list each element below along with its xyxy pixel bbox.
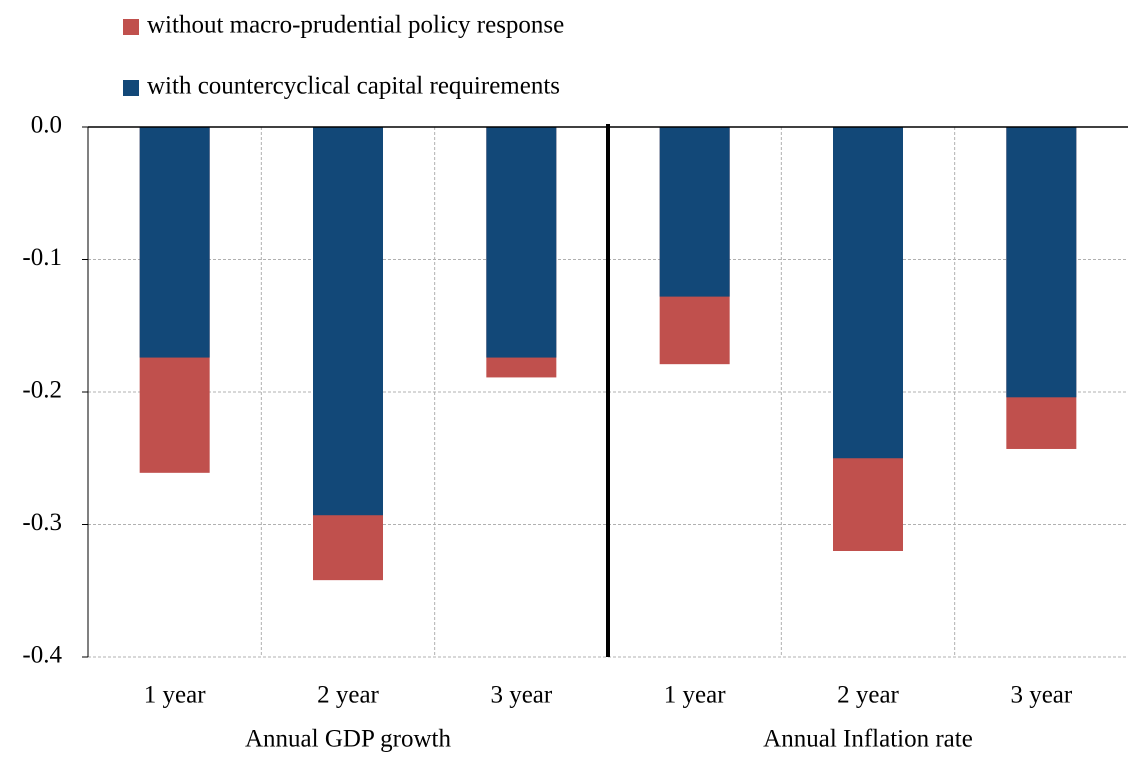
bar <box>833 127 903 459</box>
x-tick-label: 3 year <box>1010 682 1072 709</box>
legend-swatch <box>123 80 139 96</box>
legend-label: without macro-prudential policy response <box>147 12 564 39</box>
group-label: Annual GDP growth <box>245 726 452 753</box>
bar <box>139 127 210 358</box>
x-tick-label: 2 year <box>317 682 379 709</box>
y-tick-label: -0.1 <box>22 244 62 271</box>
bar <box>1006 127 1077 398</box>
group-label: Annual Inflation rate <box>763 726 973 753</box>
y-tick-label: -0.3 <box>22 509 62 536</box>
y-tick-label: -0.4 <box>22 642 62 669</box>
legend-swatch <box>123 19 139 35</box>
y-tick-label: 0.0 <box>31 112 62 139</box>
x-tick-label: 3 year <box>490 682 552 709</box>
bar <box>486 127 557 358</box>
x-tick-label: 2 year <box>837 682 899 709</box>
bar <box>313 127 383 516</box>
x-tick-label: 1 year <box>144 682 206 709</box>
legend-label: with countercyclical capital requirement… <box>147 73 560 100</box>
x-tick-label: 1 year <box>664 682 726 709</box>
y-tick-label: -0.2 <box>22 377 62 404</box>
bar <box>659 127 730 297</box>
